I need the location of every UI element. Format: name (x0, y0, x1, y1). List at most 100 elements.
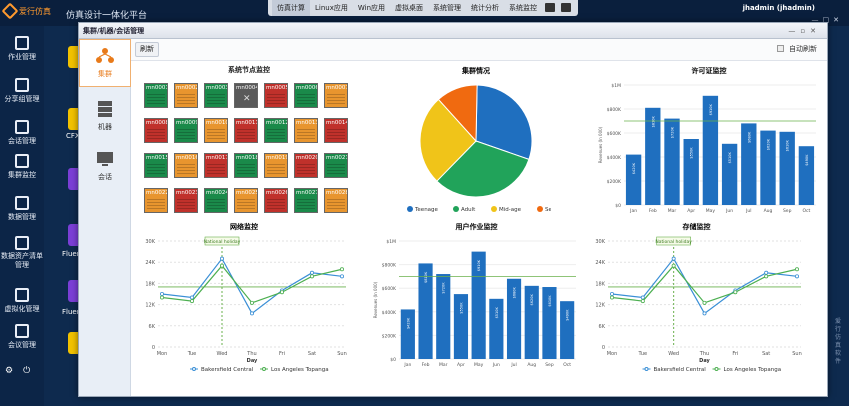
load-bars (267, 94, 285, 105)
node-mn0007[interactable]: mn0007 (324, 83, 348, 108)
sidebar-item-meetings[interactable]: 会议管理 (0, 324, 44, 350)
legend-label: Los Angeles Topanga (724, 367, 782, 373)
refresh-button[interactable]: 刷新 (135, 42, 159, 57)
bar-sep (542, 287, 557, 359)
checkbox-icon[interactable] (777, 45, 784, 52)
node-label: mn0018 (236, 155, 258, 161)
node-mn0016[interactable]: mn0016 (174, 153, 198, 178)
node-mn0021[interactable]: mn0021 (324, 153, 348, 178)
node-label: mn0022 (146, 190, 168, 196)
sidebar-item-cluster[interactable]: 集群监控 (0, 154, 44, 180)
menu-system-monitor[interactable]: 系统监控 (509, 4, 538, 12)
bar-jul (506, 278, 522, 359)
node-mn0017[interactable]: mn0017 (204, 153, 228, 178)
data-point (339, 274, 344, 279)
node-mn0006[interactable]: mn0006 (294, 83, 318, 108)
node-mn0010[interactable]: mn0010 (204, 118, 228, 143)
node-mn0008[interactable]: mn0008 (144, 118, 168, 143)
tab-session[interactable]: 会话 (79, 143, 131, 187)
node-mn0003[interactable]: mn0003 (204, 83, 228, 108)
y-tick-label: 6K (149, 324, 156, 330)
sidebar-item-share-group[interactable]: 分享组管理 (0, 78, 44, 104)
sidebar-item-data-assets[interactable]: 数据资产清单管理 (0, 236, 44, 270)
bar-value-label: $910K (477, 259, 481, 271)
menu-win-app[interactable]: Win应用 (357, 4, 386, 12)
user-name[interactable]: jhadmin (jhadmin) (742, 4, 815, 12)
node-mn0013[interactable]: mn0013 (294, 118, 318, 143)
node-label: mn0006 (296, 85, 318, 91)
node-mn0026[interactable]: mn0026 (264, 188, 288, 213)
node-label: mn0004 (236, 85, 258, 91)
node-mn0012[interactable]: mn0012 (264, 118, 288, 143)
load-bars (177, 129, 195, 140)
node-label: mn0015 (146, 155, 168, 161)
node-mn0025[interactable]: mn0025 (234, 188, 258, 213)
legend-label: Bakersfield Central (654, 367, 707, 373)
data-point (250, 311, 255, 316)
menu-virtual-desktop[interactable]: 虚拟桌面 (395, 4, 424, 12)
node-mn0027[interactable]: mn0027 (294, 188, 318, 213)
data-point (640, 299, 645, 304)
menu-sim-compute[interactable]: 仿真计算 (272, 0, 310, 16)
y-tick-label: $400K (607, 155, 622, 161)
node-label: mn0020 (296, 155, 318, 161)
node-mn0018[interactable]: mn0018 (234, 153, 258, 178)
y-tick-label: 18K (145, 281, 155, 287)
auto-refresh-toggle[interactable]: 自动刷新 (777, 44, 817, 54)
series-line-0 (611, 257, 798, 315)
node-mn0002[interactable]: mn0002 (174, 83, 198, 108)
node-mn0005[interactable]: mn0005 (264, 83, 288, 108)
data-point (794, 267, 799, 272)
y-tick-label: $1M (611, 83, 621, 89)
node-mn0009[interactable]: mn0009 (174, 118, 198, 143)
node-mn0020[interactable]: mn0020 (294, 153, 318, 178)
tab-machine[interactable]: 机器 (79, 93, 131, 137)
tab-cluster[interactable]: 集群 (79, 39, 131, 87)
node-mn0004[interactable]: mn0004 ✕ (234, 83, 258, 108)
side-panel: 集群 机器 会话 (79, 39, 131, 396)
load-bars (237, 129, 255, 140)
y-tick-label: 30K (145, 239, 155, 245)
node-mn0014[interactable]: mn0014 (324, 118, 348, 143)
node-label: mn0027 (296, 190, 318, 196)
sidebar-item-data[interactable]: 数据管理 (0, 196, 44, 222)
menu-system-manage[interactable]: 系统管理 (433, 4, 462, 12)
sidebar-item-jobs[interactable]: 作业管理 (0, 36, 44, 62)
load-bars (297, 199, 315, 210)
bar-jul (741, 123, 757, 205)
node-mn0001[interactable]: mn0001 (144, 83, 168, 108)
menu-linux-app[interactable]: Linux应用 (315, 4, 348, 12)
x-tick-label: Aug (527, 362, 536, 368)
bottom-controls[interactable]: ⚙⏻ (5, 366, 41, 376)
menu-statistics[interactable]: 统计分析 (471, 4, 500, 12)
load-bars (147, 94, 165, 105)
x-axis-label: Day (247, 358, 258, 364)
bar-feb (645, 107, 661, 205)
x-tick-label: Thu (699, 351, 709, 357)
grid-icon[interactable] (545, 3, 556, 12)
y-axis-label: Revenues (In 000) (373, 281, 378, 318)
node-mn0015[interactable]: mn0015 (144, 153, 168, 178)
node-label: mn0005 (266, 85, 288, 91)
load-bars (177, 164, 195, 175)
node-panel: 系统节点监控 (139, 65, 359, 79)
node-mn0019[interactable]: mn0019 (264, 153, 288, 178)
node-mn0023[interactable]: mn0023 (174, 188, 198, 213)
y-tick-label: $0 (615, 203, 621, 209)
message-icon[interactable] (561, 3, 572, 12)
pie-slice-mid-age (419, 98, 477, 182)
x-tick-label: May (706, 208, 716, 214)
window-buttons[interactable]: —▫✕ (788, 27, 821, 35)
node-mn0011[interactable]: mn0011 (234, 118, 258, 143)
y-tick-label: 24K (595, 260, 605, 266)
sidebar-item-virtualization[interactable]: 虚拟化管理 (0, 288, 44, 314)
node-mn0024[interactable]: mn0024 (204, 188, 228, 213)
x-tick-label: Thu (246, 351, 256, 357)
legend-label: Senior (545, 207, 551, 213)
sidebar-item-sessions[interactable]: 会话管理 (0, 120, 44, 146)
node-mn0028[interactable]: mn0028 (324, 188, 348, 213)
x-tick-label: Feb (649, 208, 657, 214)
x-tick-label: Jan (629, 208, 637, 214)
window-controls[interactable]: —□✕ (811, 16, 843, 24)
node-mn0022[interactable]: mn0022 (144, 188, 168, 213)
